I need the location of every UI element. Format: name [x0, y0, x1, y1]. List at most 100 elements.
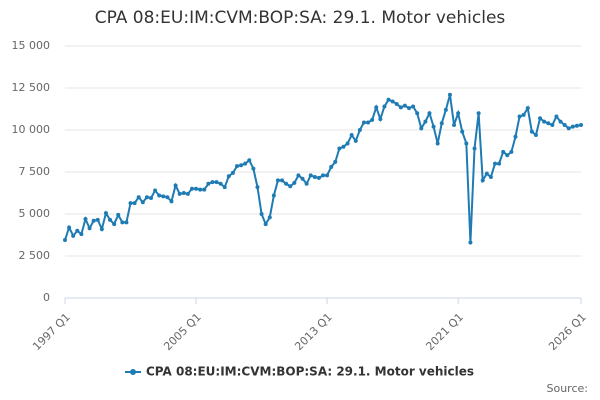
point	[570, 124, 575, 129]
point	[529, 129, 534, 134]
point	[161, 194, 166, 199]
point	[136, 195, 141, 200]
point	[431, 124, 436, 129]
point	[83, 217, 88, 222]
point	[214, 180, 219, 185]
point	[247, 158, 252, 163]
point	[181, 191, 186, 195]
point	[116, 212, 121, 217]
point	[574, 123, 579, 128]
point	[468, 240, 473, 245]
point	[275, 178, 280, 183]
point	[210, 180, 215, 185]
point	[99, 227, 104, 232]
point	[239, 163, 244, 168]
point	[456, 111, 461, 116]
y-tick-label: 2 500	[19, 249, 51, 262]
point	[198, 187, 203, 192]
point	[333, 159, 338, 164]
point	[329, 164, 334, 169]
legend-marker	[130, 369, 136, 375]
point	[390, 99, 395, 104]
point	[398, 105, 403, 110]
point	[480, 178, 485, 183]
point	[533, 133, 538, 138]
point	[177, 191, 182, 196]
x-tick-label: 2005 Q1	[161, 311, 204, 354]
point	[361, 120, 366, 125]
point	[153, 188, 158, 193]
point	[513, 134, 518, 139]
point	[103, 211, 108, 216]
point	[546, 121, 551, 126]
point	[95, 217, 100, 222]
point	[140, 200, 145, 205]
point	[562, 122, 567, 127]
point	[71, 233, 76, 238]
y-tick-label: 10 000	[12, 123, 51, 136]
point	[288, 184, 293, 189]
point	[366, 120, 371, 125]
point	[91, 218, 96, 223]
point	[308, 173, 313, 178]
point	[296, 173, 301, 178]
point	[312, 175, 317, 180]
point	[550, 122, 555, 127]
x-tick-label: 1997 Q1	[30, 311, 73, 354]
x-tick-label: 2026 Q1	[546, 311, 589, 354]
point	[194, 186, 199, 191]
point	[566, 126, 571, 131]
point	[149, 196, 153, 201]
point	[497, 161, 502, 166]
point	[521, 112, 526, 117]
point	[202, 187, 207, 192]
point	[67, 225, 72, 230]
point	[542, 119, 547, 124]
point	[251, 166, 256, 171]
point	[235, 164, 239, 169]
point	[382, 104, 387, 109]
point	[325, 173, 330, 178]
point	[402, 103, 407, 108]
point	[218, 181, 223, 186]
point	[132, 201, 137, 206]
point	[259, 212, 264, 216]
point	[280, 178, 285, 183]
point	[87, 226, 92, 231]
point	[263, 222, 268, 227]
point	[484, 171, 489, 176]
x-tick-label: 2013 Q1	[292, 311, 335, 354]
point	[300, 176, 305, 181]
point	[173, 183, 178, 188]
point	[493, 161, 497, 166]
point	[321, 173, 325, 178]
point	[189, 186, 194, 191]
point	[75, 228, 80, 233]
line	[64, 94, 582, 243]
point	[345, 141, 350, 146]
point	[538, 116, 543, 121]
point	[63, 238, 67, 243]
point	[525, 106, 530, 111]
point	[472, 146, 477, 151]
point	[464, 141, 469, 146]
x-tick-label: 2021 Q1	[423, 311, 466, 354]
point	[517, 114, 522, 119]
chart-title: CPA 08:EU:IM:CVM:BOP:SA: 29.1. Motor veh…	[95, 8, 506, 28]
legend-label: CPA 08:EU:IM:CVM:BOP:SA: 29.1. Motor veh…	[146, 365, 474, 379]
y-tick-label: 5 000	[19, 207, 51, 220]
point	[411, 104, 416, 109]
point	[501, 149, 506, 154]
y-tick-label: 7 500	[19, 165, 51, 178]
point	[558, 119, 563, 124]
point	[226, 174, 231, 179]
y-tick-label: 15 000	[12, 39, 51, 52]
point	[304, 181, 309, 186]
point	[206, 181, 211, 186]
source: Source:	[547, 382, 589, 395]
point	[112, 222, 117, 227]
point	[476, 111, 481, 116]
point	[407, 106, 411, 111]
point	[505, 153, 510, 158]
